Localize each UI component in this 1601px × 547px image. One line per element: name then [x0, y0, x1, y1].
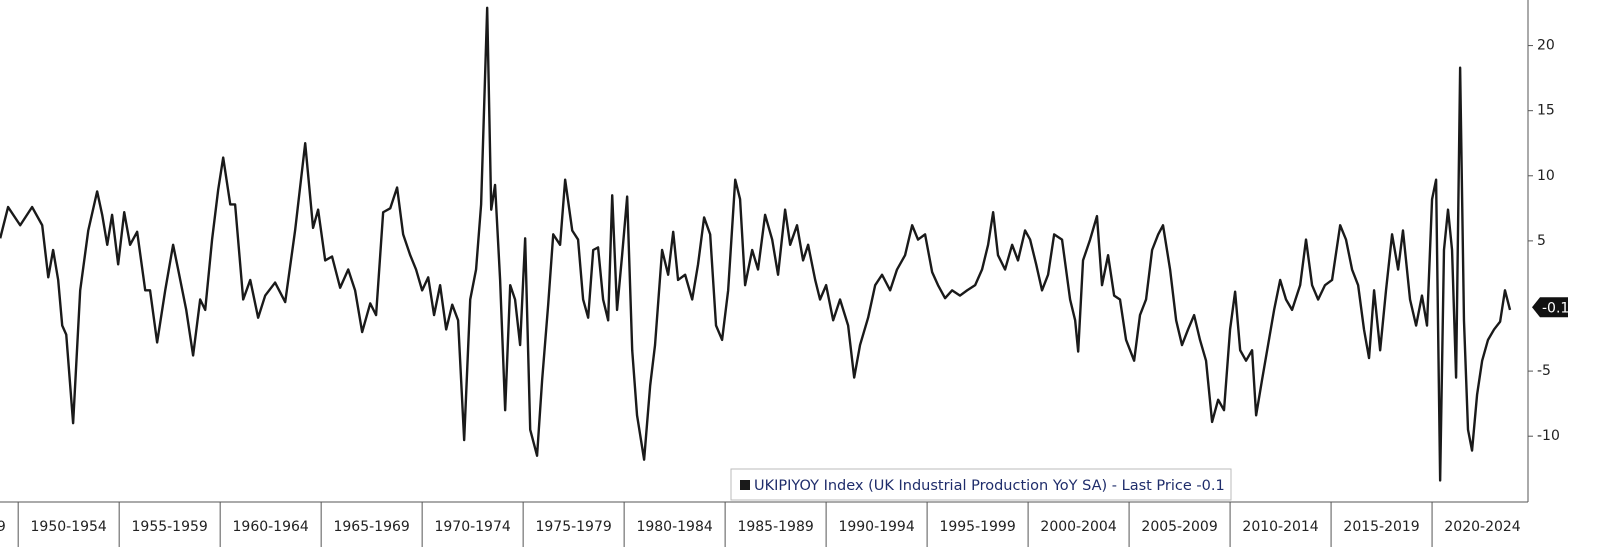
x-tick-label: 2000-2004 [1040, 519, 1116, 535]
x-tick-label: 1945-1949 [0, 519, 6, 535]
last-price-label: -0.1 [1542, 300, 1569, 316]
y-tick-label: 5 [1537, 233, 1546, 249]
y-tick-label: -10 [1537, 428, 1560, 444]
legend-last-price: -0.1 [1196, 478, 1224, 494]
series-line [0, 6, 1512, 482]
x-tick-label: 1995-1999 [939, 519, 1015, 535]
legend-swatch [740, 480, 750, 490]
y-tick-label: 15 [1537, 103, 1555, 119]
x-tick-label: 1980-1984 [636, 519, 712, 535]
x-tick-label: 1975-1979 [535, 519, 611, 535]
x-tick-label: 2015-2019 [1343, 519, 1419, 535]
legend-text: UKIPIYOY Index (UK Industrial Production… [754, 478, 1225, 494]
y-tick-label: -5 [1537, 363, 1551, 379]
plot-area [0, 6, 1512, 482]
x-tick-label: 1990-1994 [838, 519, 914, 535]
x-tick-label: 2005-2009 [1141, 519, 1217, 535]
x-axis-labels: 1945-1949 1950-1954 1955-1959 1960-1964 1965… [0, 502, 1521, 547]
x-tick-label: 1950-1954 [31, 519, 107, 535]
x-tick-label: 1965-1969 [333, 519, 409, 535]
x-tick-label: 2020-2024 [1444, 519, 1520, 535]
y-tick-label: 20 [1537, 38, 1555, 54]
legend-label: UKIPIYOY Index (UK Industrial Production… [754, 478, 1192, 494]
x-tick-label: 1985-1989 [737, 519, 813, 535]
x-tick-label: 1955-1959 [132, 519, 208, 535]
x-tick-label: 2010-2014 [1242, 519, 1318, 535]
legend: UKIPIYOY Index (UK Industrial Production… [730, 468, 1232, 501]
last-price-tag [1532, 297, 1568, 318]
y-tick-label: 10 [1537, 168, 1555, 184]
x-tick-label: 1960-1964 [233, 519, 309, 535]
legend-box [730, 468, 1232, 501]
x-tick-label: 1970-1974 [434, 519, 510, 535]
